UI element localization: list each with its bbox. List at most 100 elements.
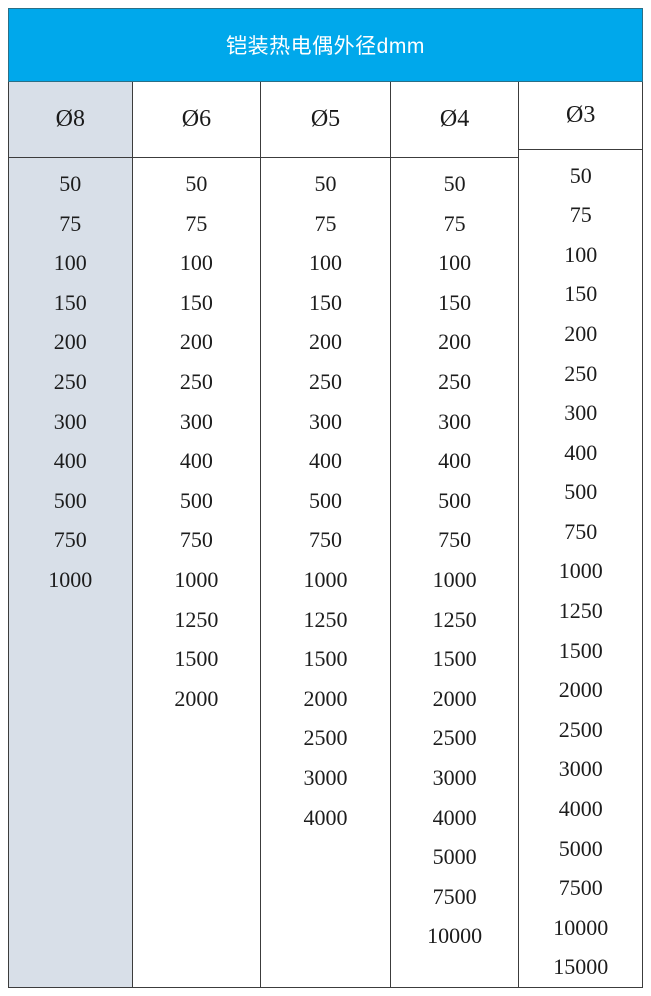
column-header: Ø8: [9, 82, 132, 158]
table-cell: 400: [53, 448, 87, 474]
table-cell: 50: [185, 171, 208, 196]
table-cell: 75: [185, 210, 208, 236]
table-cell: 50: [59, 171, 82, 196]
table-cell: 1500: [303, 646, 348, 672]
table-column-3: Ø4 50 75 100 150 200 250 300 400 500 750 1000 1250 15…: [390, 82, 520, 987]
table-cell: 1000: [48, 566, 93, 592]
table-cell: 3000: [432, 764, 477, 790]
table-column-0: Ø8 50 75 100 150 200 250 300 400 500 750 1000: [9, 82, 133, 987]
table-cell: 1500: [174, 646, 219, 672]
table-cell: 1250: [174, 606, 219, 632]
table-cell: 500: [53, 487, 87, 513]
page-title: 铠装热电偶外径dmm: [226, 35, 425, 58]
table-cell: 1000: [303, 566, 348, 592]
table-cell: 4000: [432, 804, 477, 830]
column-body: 50 75 100 150 200 250 300 400 500 750 1000 1250 1500…: [261, 158, 390, 837]
column-body: 50 75 100 150 200 250 300 400 500 750 1000 1250 1500…: [133, 158, 261, 718]
table-column-4: Ø3 50 75 100 150 200 250 300 400 500 750 1000 1250 15…: [519, 82, 642, 987]
table-cell: 50: [443, 171, 466, 196]
table-cell: 400: [179, 448, 213, 474]
table-cell: 4000: [558, 796, 603, 822]
column-header: Ø5: [261, 82, 390, 158]
table-cell: 200: [309, 329, 342, 355]
table-cell: 1250: [303, 606, 348, 632]
table-cell: 200: [564, 320, 598, 346]
table-cell: 150: [564, 281, 598, 307]
table-cell: 3000: [558, 756, 603, 782]
table-cell: 3000: [303, 764, 348, 790]
table-cell: 750: [179, 527, 213, 553]
table-title-bar: 铠装热电偶外径dmm: [8, 8, 643, 82]
table-cell: 150: [179, 289, 213, 315]
table-cell: 500: [309, 487, 342, 513]
table-cell: 1000: [174, 566, 219, 592]
table-cell: 2500: [558, 716, 603, 742]
table-cell: 100: [179, 250, 213, 276]
table-cell: 2000: [558, 677, 603, 703]
table-cell: 75: [59, 210, 82, 236]
table-cell: 5000: [558, 835, 603, 861]
table-cell: 200: [179, 329, 213, 355]
table-cell: 100: [564, 241, 598, 267]
table-cell: 10000: [553, 914, 609, 940]
table-cell: 50: [314, 171, 337, 196]
table-cell: 100: [438, 250, 472, 276]
table-cell: 50: [569, 162, 592, 188]
table-column-2: Ø5 50 75 100 150 200 250 300 400 500 750 1000 1250 15…: [261, 82, 391, 987]
table-cell: 500: [438, 487, 472, 513]
table-cell: 10000: [427, 923, 483, 949]
table-cell: 2500: [303, 725, 348, 751]
column-header: Ø4: [390, 82, 519, 158]
table-cell: 250: [179, 368, 213, 394]
table-cell: 2500: [432, 725, 477, 751]
table-cell: 300: [309, 408, 342, 434]
table-cell: 1500: [432, 646, 477, 672]
table-cell: 150: [438, 289, 472, 315]
column-body: 50 75 100 150 200 250 300 400 500 750 1000: [9, 158, 132, 600]
table-cell: 150: [53, 289, 87, 315]
table-cell: 2000: [303, 685, 348, 711]
table-cell: 1500: [558, 637, 603, 663]
table-cell: 300: [179, 408, 213, 434]
table-column-1: Ø6 50 75 100 150 200 250 300 400 500 750 1000 1250 15…: [132, 82, 262, 987]
table-cell: 1000: [432, 566, 477, 592]
table-cell: 150: [309, 289, 342, 315]
column-header: Ø6: [132, 82, 261, 158]
table-grid: Ø8 50 75 100 150 200 250 300 400 500 750 1000 Ø6 50 75…: [8, 82, 643, 988]
table-cell: 300: [53, 408, 87, 434]
table-cell: 750: [564, 518, 598, 544]
table-cell: 4000: [303, 804, 348, 830]
table-cell: 250: [309, 368, 342, 394]
table-cell: 7500: [558, 875, 603, 901]
column-body: 50 75 100 150 200 250 300 400 500 750 1000 1250 1500…: [519, 150, 642, 987]
table-cell: 750: [53, 527, 87, 553]
table-cell: 200: [438, 329, 472, 355]
table-cell: 500: [179, 487, 213, 513]
table-cell: 100: [53, 250, 87, 276]
table-cell: 100: [309, 250, 342, 276]
table-cell: 400: [438, 448, 472, 474]
table-cell: 250: [564, 360, 598, 386]
column-header: Ø3: [519, 82, 642, 150]
table-cell: 2000: [432, 685, 477, 711]
table-cell: 300: [438, 408, 472, 434]
table-cell: 200: [53, 329, 87, 355]
table-cell: 2000: [174, 685, 219, 711]
table-cell: 300: [564, 400, 598, 426]
table-cell: 250: [53, 368, 87, 394]
table-cell: 1250: [558, 598, 603, 624]
table-cell: 1000: [558, 558, 603, 584]
table-cell: 400: [564, 439, 598, 465]
table-cell: 400: [309, 448, 342, 474]
table-cell: 15000: [553, 954, 609, 980]
table-cell: 500: [564, 479, 598, 505]
table-cell: 75: [314, 210, 337, 236]
table-cell: 7500: [432, 883, 477, 909]
table-cell: 750: [309, 527, 342, 553]
table-cell: 75: [443, 210, 466, 236]
column-body: 50 75 100 150 200 250 300 400 500 750 1000 1250 1500…: [391, 158, 519, 956]
table-cell: 750: [438, 527, 472, 553]
table-cell: 5000: [432, 844, 477, 870]
table-cell: 250: [438, 368, 472, 394]
sheath-thermocouple-length-table: 铠装热电偶外径dmm Ø8 50 75 100 150 200 250 300 400 500 75…: [8, 8, 643, 988]
